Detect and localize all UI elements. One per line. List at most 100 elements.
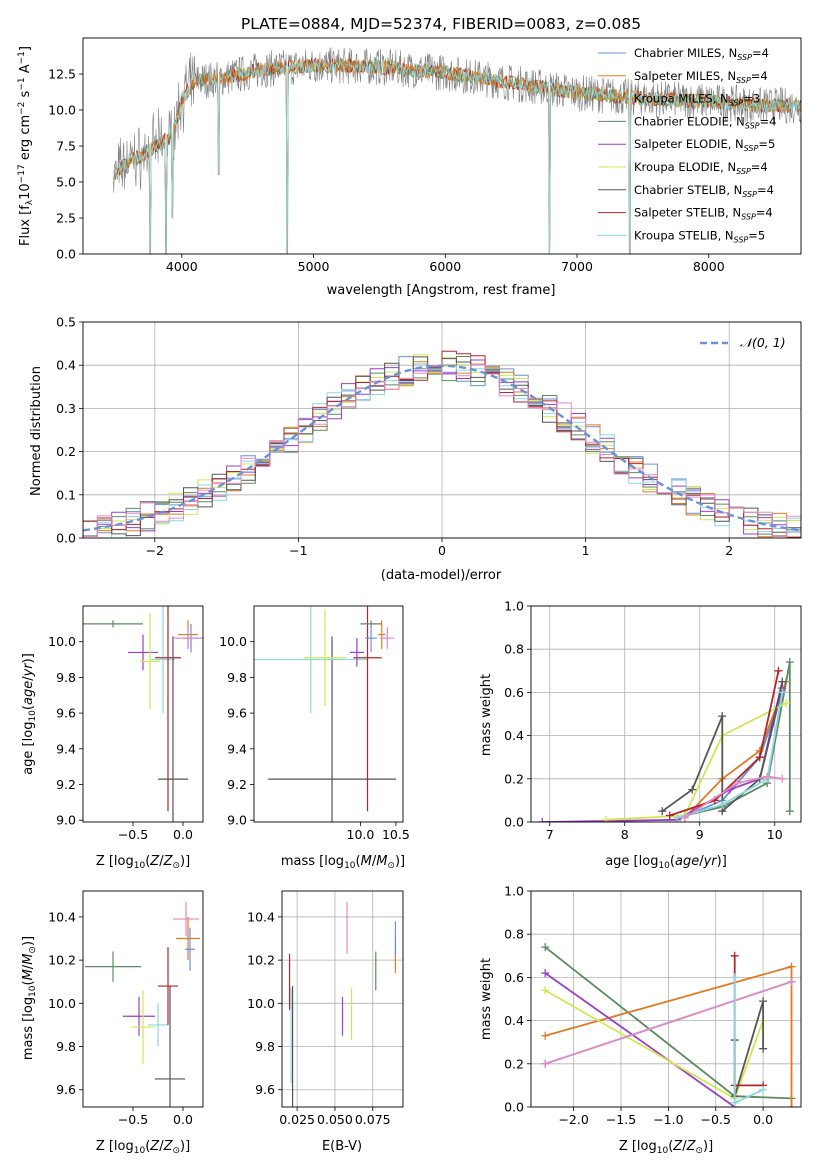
weight-series bbox=[542, 687, 784, 822]
spectrum-xlabel: wavelength [Angstrom, rest frame] bbox=[327, 283, 556, 298]
spectrum-lines bbox=[112, 47, 801, 254]
weight-marker bbox=[688, 785, 697, 794]
y-tick-label: 0.0 bbox=[504, 1100, 524, 1115]
y-tick-label: 2.5 bbox=[56, 211, 76, 226]
x-tick-label: 5000 bbox=[298, 259, 330, 274]
legend-label-sub: SSP bbox=[737, 53, 752, 62]
weight-marker bbox=[759, 1044, 768, 1053]
mass-z-xlabel: Z [log10(Z/Z⊙)] bbox=[96, 1139, 190, 1156]
legend-label-value: =4 bbox=[756, 206, 773, 220]
x-tick-label: 0.025 bbox=[279, 1112, 315, 1127]
age-z-ylabel: age [log10(age/yr)] bbox=[21, 653, 38, 775]
weight-marker bbox=[759, 1085, 768, 1094]
y-tick-label: 10.2 bbox=[247, 953, 275, 968]
y-tick-label: 0.4 bbox=[504, 1013, 524, 1028]
legend-label: Kroupa MILES, NSSP=3 bbox=[634, 92, 760, 108]
weight-marker bbox=[718, 712, 727, 721]
errorbars bbox=[254, 606, 396, 822]
weight-series bbox=[544, 989, 764, 1100]
y-tick-label: 9.8 bbox=[255, 1039, 275, 1054]
y-tick-label: 1.0 bbox=[504, 884, 524, 899]
weight-marker bbox=[782, 699, 790, 708]
x-tick-label: 7 bbox=[546, 827, 554, 842]
x-tick-label: 1 bbox=[582, 543, 590, 558]
weight-marker bbox=[787, 1103, 796, 1107]
y-tick-label: 0.0 bbox=[56, 531, 76, 546]
residual-panel: (data-model)/error Normed distribution −… bbox=[29, 315, 802, 583]
y-tick-label: 0.8 bbox=[504, 642, 524, 657]
legend-label-base: Kroupa MILES, N bbox=[634, 92, 729, 106]
legend-label: 𝒩(0, 1) bbox=[740, 335, 786, 350]
x-tick-label: 10.5 bbox=[382, 827, 410, 842]
y-tick-label: 9.6 bbox=[255, 1082, 275, 1097]
weight-series bbox=[544, 980, 792, 1065]
x-tick-label: −2.0 bbox=[558, 1112, 588, 1127]
weight-marker bbox=[680, 813, 689, 822]
y-tick-label: 9.4 bbox=[227, 741, 247, 756]
y-tick-label: 0.0 bbox=[56, 247, 76, 262]
legend-label-sub: SSP bbox=[736, 167, 751, 176]
weight-marker bbox=[541, 969, 550, 978]
legend-label: Chabrier ELODIE, NSSP=4 bbox=[634, 114, 776, 130]
axes-frame bbox=[82, 321, 802, 539]
mass-vs-ebv-panel: E(B-V) 0.025 0.050 0.075 9.6 9.8 10.0 10.2 10.4 bbox=[247, 890, 404, 1154]
y-tick-label: 9.2 bbox=[56, 777, 76, 792]
y-tick-label: 10.2 bbox=[48, 953, 76, 968]
mass-vs-metallicity-panel: Z [log10(Z/Z⊙)] mass [log10(M/M⊙)] −0.5 0… bbox=[21, 890, 204, 1156]
legend-label-value: =4 bbox=[751, 160, 768, 174]
weight-lines bbox=[538, 658, 794, 822]
y-tick-label: 1.0 bbox=[504, 599, 524, 614]
x-tick-label: 10 bbox=[767, 827, 783, 842]
y-tick-label: 10.0 bbox=[247, 996, 275, 1011]
y-tick-label: 10.4 bbox=[247, 909, 275, 924]
x-tick-label: −1 bbox=[289, 543, 307, 558]
legend-label: Salpeter ELODIE, NSSP=5 bbox=[634, 137, 775, 153]
axes-frame bbox=[281, 890, 404, 1108]
legend-label-value: =4 bbox=[757, 183, 774, 197]
weight-marker bbox=[755, 753, 764, 762]
weight-marker bbox=[778, 688, 787, 697]
weight-marker bbox=[774, 666, 783, 675]
mass-weight-vs-age-panel: age [log10(age/yr)] mass weight 7 8 9 10 0.0… bbox=[479, 599, 802, 871]
weight-marker bbox=[730, 973, 739, 982]
residual-xlabel: (data-model)/error bbox=[381, 568, 502, 583]
model-spectrum bbox=[112, 57, 801, 254]
y-tick-label: 0.4 bbox=[504, 728, 524, 743]
normal-curve bbox=[83, 364, 801, 532]
y-tick-label: 10.4 bbox=[48, 909, 76, 924]
axes-frame bbox=[82, 605, 204, 823]
y-tick-label: 9.6 bbox=[56, 706, 76, 721]
x-tick-label: 10.0 bbox=[347, 827, 375, 842]
model-spectrum bbox=[112, 58, 801, 254]
spectrum-panel: wavelength [Angstrom, rest frame] Flux [… bbox=[17, 37, 802, 298]
y-tick-label: 9.2 bbox=[227, 777, 247, 792]
x-tick-label: 8 bbox=[621, 827, 629, 842]
weight-marker bbox=[785, 807, 794, 816]
y-tick-label: 0.5 bbox=[56, 315, 76, 330]
legend-label-sub: SSP bbox=[742, 190, 757, 199]
histograms bbox=[83, 350, 801, 538]
legend-label-base: Chabrier STELIB, N bbox=[634, 183, 742, 197]
legend-label-base: Chabrier MILES, N bbox=[634, 46, 737, 60]
weight-marker bbox=[718, 800, 727, 809]
figure-title: PLATE=0884, MJD=52374, FIBERID=0083, z=0… bbox=[241, 15, 641, 33]
legend-label-sub: SSP bbox=[734, 235, 749, 244]
y-tick-label: 9.8 bbox=[56, 1039, 76, 1054]
age-mass-xlabel: mass [log10(M/M⊙)] bbox=[281, 854, 405, 871]
y-tick-label: 9.0 bbox=[56, 813, 76, 828]
weight-series bbox=[677, 692, 784, 819]
weight-marker bbox=[759, 997, 768, 1006]
x-tick-label: 8000 bbox=[693, 259, 725, 274]
y-tick-label: 0.4 bbox=[56, 358, 76, 373]
x-tick-label: −2 bbox=[146, 543, 164, 558]
weight-series bbox=[684, 775, 783, 819]
weight-series bbox=[669, 670, 780, 817]
model-spectrum bbox=[112, 58, 801, 254]
y-tick-label: 0.2 bbox=[504, 771, 524, 786]
mass-weight-vs-metallicity-panel: Z [log10(Z/Z⊙)] mass weight −2.0 −1.5 −1.0… bbox=[479, 884, 802, 1156]
mass-z-ylabel: mass [log10(M/M⊙)] bbox=[21, 936, 38, 1060]
x-tick-label: −0.5 bbox=[118, 1112, 148, 1127]
weight-marker bbox=[541, 943, 550, 952]
